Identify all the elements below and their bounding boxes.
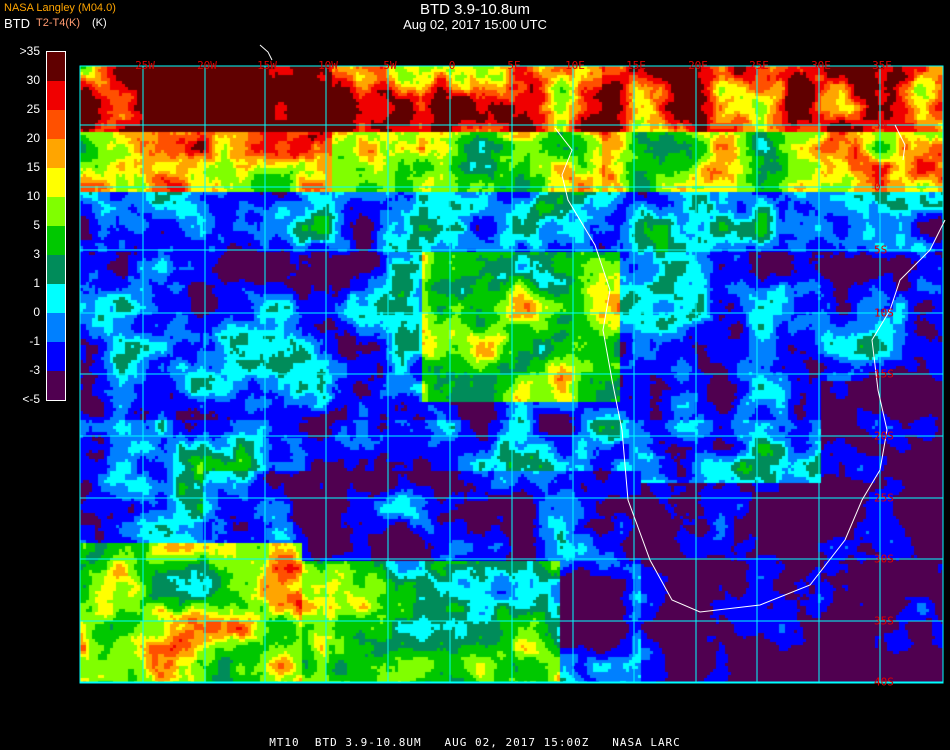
color-scale-label: >35 [19,44,40,58]
color-bin [47,342,65,371]
color-bin [47,313,65,342]
color-bin [47,226,65,255]
longitude-label: 10E [565,59,585,72]
color-scale-label: 30 [26,73,40,87]
latitude-label: 0 [874,180,881,194]
footer-caption: MT10 BTD 3.9-10.8UM AUG 02, 2017 15:00Z … [269,736,681,749]
color-bin [47,168,65,197]
color-scale-label: 5 [33,218,40,232]
units-overlay-label: (K) [92,17,107,29]
color-scale-label: 10 [26,189,40,203]
longitude-label: 0 [448,59,456,72]
latitude-label: 10S [874,306,894,320]
longitude-label: 25W [135,59,155,72]
lake-shoreline [894,124,906,161]
color-scale-label: 25 [26,102,40,116]
color-bin [47,284,65,313]
longitude-label: 20W [197,59,217,72]
latitude-label: 30S [874,552,894,566]
color-scale-label: 0 [33,305,40,319]
longitude-label: 5E [507,59,521,72]
longitude-label: 35E [872,59,892,72]
longitude-label: 15W [257,59,277,72]
color-bin [47,52,65,81]
image-title: BTD 3.9-10.8um [419,1,531,18]
image-timestamp: Aug 02, 2017 15:00 UTC [403,17,547,32]
color-scale-bar [46,51,66,401]
color-bin [47,255,65,284]
color-scale-label: <-5 [22,392,40,406]
longitude-label: 30E [811,59,831,72]
latitude-label: 35S [874,614,894,628]
longitude-label: 15E [626,59,646,72]
longitude-label: 25E [749,59,769,72]
units-label: T2-T4(K) [36,17,80,29]
coastline [554,127,946,613]
color-scale-label: -1 [29,334,40,348]
color-bin [47,139,65,168]
latitude-label: 40S [874,675,894,689]
legend-title: BTD [4,16,30,31]
color-bin [47,81,65,110]
longitude-label: 10W [318,59,338,72]
color-scale-label: 20 [26,131,40,145]
latitude-label: 15S [874,367,894,381]
longitude-label: 20E [688,59,708,72]
latitude-label: 5N [874,118,888,132]
color-bin [47,110,65,139]
color-scale-label: -3 [29,363,40,377]
latitude-label: 20S [874,429,894,443]
longitude-label: 5W [383,59,397,72]
color-bin [47,197,65,226]
coastline-north [259,44,273,61]
latitude-label: 5S [874,243,888,257]
color-scale-label: 1 [33,276,40,290]
latitude-label: 25S [874,491,894,505]
credit-label: NASA Langley (M04.0) [4,2,116,14]
color-scale-label: 15 [26,160,40,174]
color-bin [47,371,65,400]
color-scale-label: 3 [33,247,40,261]
